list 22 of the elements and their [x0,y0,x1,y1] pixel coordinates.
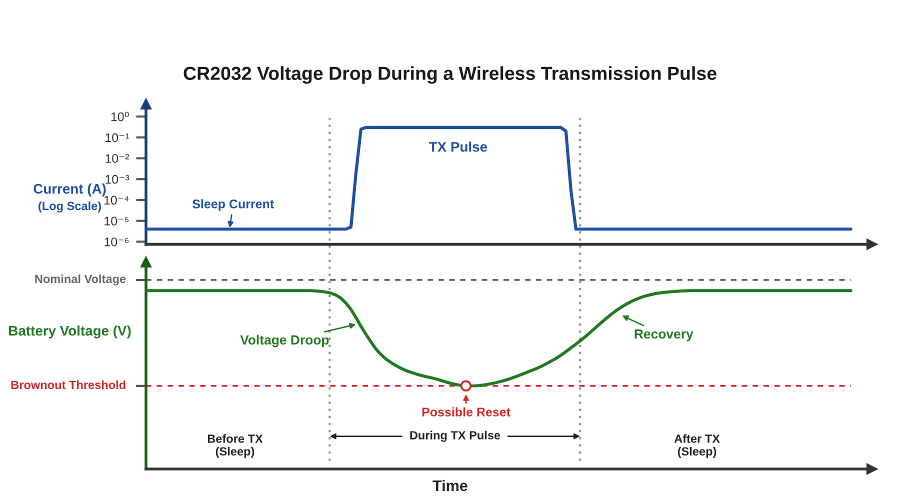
y-tick-label: 10⁻¹ [106,133,130,142]
chart-title: CR2032 Voltage Drop During a Wireless Transmission Pulse [184,66,716,84]
y-axis-title: Battery Voltage (V) [9,325,131,338]
annotation: Possible Reset [422,407,510,416]
annotation: During TX Pulse [410,430,500,442]
y-tick-label: 10⁻⁶ [104,237,129,246]
y-tick-label: 10⁻² [106,154,130,163]
ref-line-label: Brownout Threshold [11,380,126,390]
y-tick-label: 10⁰ [111,112,129,122]
x-axis-title: Time [432,480,468,492]
annotation: Voltage Droop [240,334,329,348]
annotation: Sleep Current [192,199,274,211]
annotation: Before TX (Sleep) [208,434,263,458]
line-series [146,126,852,231]
ref-line-label: Nominal Voltage [35,274,126,286]
y-tick-label: 10⁻⁵ [104,216,129,226]
annotation: After TX (Sleep) [674,434,720,458]
y-tick-label: 10⁻³ [106,174,130,184]
annotation: Recovery [634,329,694,342]
y-axis-title: Current (A) (Log Scale) [34,184,106,213]
annotation: TX Pulse [429,142,488,152]
y-tick-label: 10⁻⁴ [104,196,129,205]
